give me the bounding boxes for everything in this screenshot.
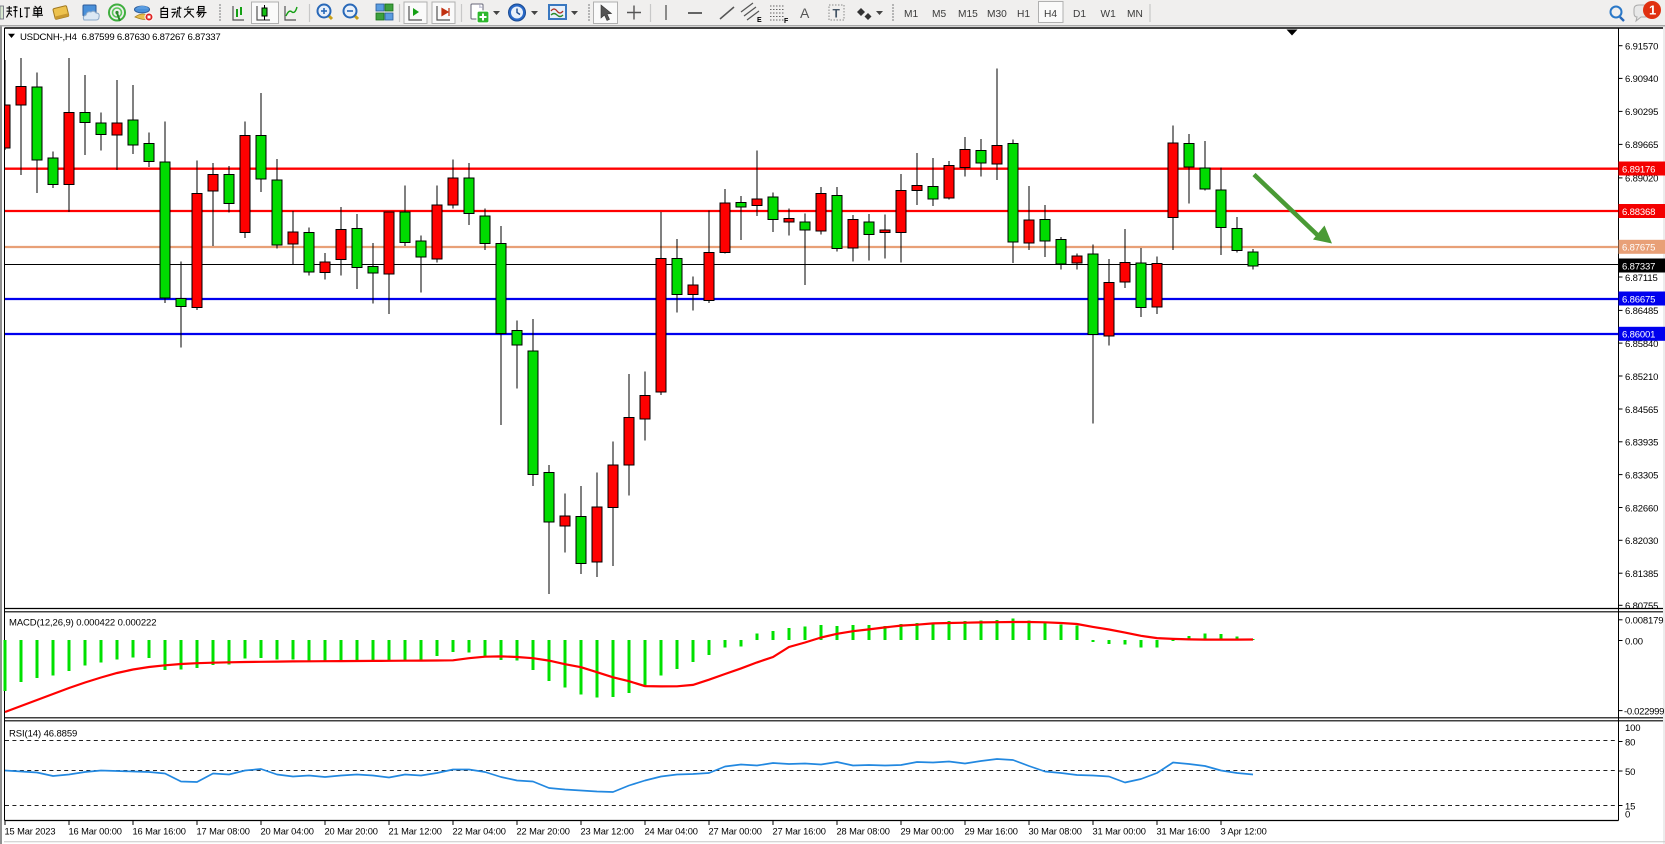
svg-text:-0.022999: -0.022999 <box>1624 706 1664 717</box>
svg-text:27 Mar 16:00: 27 Mar 16:00 <box>773 827 826 837</box>
svg-text:T: T <box>833 7 841 21</box>
svg-text:6.90295: 6.90295 <box>1625 107 1658 118</box>
svg-text:6.86485: 6.86485 <box>1625 306 1658 317</box>
svg-text:0: 0 <box>1625 809 1630 820</box>
svg-text:80: 80 <box>1625 737 1635 748</box>
svg-text:6.89665: 6.89665 <box>1625 140 1658 151</box>
svg-text:31 Mar 00:00: 31 Mar 00:00 <box>1093 827 1146 837</box>
svg-text:6.80755: 6.80755 <box>1625 601 1658 612</box>
svg-text:6.86001: 6.86001 <box>1622 330 1655 341</box>
svg-text:USDCNH-,H4 6.87599 6.87630 6.: USDCNH-,H4 6.87599 6.87630 6.87267 6.873… <box>20 32 220 43</box>
svg-text:15: 15 <box>1625 801 1635 812</box>
svg-text:6.91570: 6.91570 <box>1625 42 1658 53</box>
svg-text:22 Mar 20:00: 22 Mar 20:00 <box>517 827 570 837</box>
svg-text:22 Mar 04:00: 22 Mar 04:00 <box>453 827 506 837</box>
svg-text:50: 50 <box>1625 767 1635 778</box>
svg-text:6.87337: 6.87337 <box>1622 261 1655 272</box>
svg-text:28 Mar 08:00: 28 Mar 08:00 <box>837 827 890 837</box>
svg-text:6.87675: 6.87675 <box>1622 243 1655 254</box>
svg-text:6.86675: 6.86675 <box>1622 294 1655 305</box>
svg-text:D1: D1 <box>1073 9 1086 20</box>
svg-text:6.81385: 6.81385 <box>1625 569 1658 580</box>
svg-text:F: F <box>784 18 789 25</box>
svg-text:MN: MN <box>1127 9 1143 20</box>
svg-text:17 Mar 08:00: 17 Mar 08:00 <box>197 827 250 837</box>
svg-text:6.85210: 6.85210 <box>1625 372 1658 383</box>
svg-text:M5: M5 <box>932 9 946 20</box>
svg-text:29 Mar 16:00: 29 Mar 16:00 <box>965 827 1018 837</box>
svg-text:0.00: 0.00 <box>1625 636 1643 647</box>
svg-text:W1: W1 <box>1101 9 1117 20</box>
svg-text:27 Mar 00:00: 27 Mar 00:00 <box>709 827 762 837</box>
svg-text:A: A <box>800 5 810 21</box>
svg-text:6.84565: 6.84565 <box>1625 405 1658 416</box>
svg-text:6.82660: 6.82660 <box>1625 503 1658 514</box>
svg-text:20 Mar 20:00: 20 Mar 20:00 <box>325 827 378 837</box>
svg-text:21 Mar 12:00: 21 Mar 12:00 <box>389 827 442 837</box>
svg-text:16 Mar 00:00: 16 Mar 00:00 <box>69 827 122 837</box>
svg-text:M1: M1 <box>904 9 918 20</box>
svg-text:6.90940: 6.90940 <box>1625 74 1658 85</box>
svg-text:15 Mar 2023: 15 Mar 2023 <box>5 827 56 837</box>
svg-text:29 Mar 00:00: 29 Mar 00:00 <box>901 827 954 837</box>
svg-text:6.83305: 6.83305 <box>1625 470 1658 481</box>
svg-text:23 Mar 12:00: 23 Mar 12:00 <box>581 827 634 837</box>
svg-text:16 Mar 16:00: 16 Mar 16:00 <box>133 827 186 837</box>
svg-text:3 Apr 12:00: 3 Apr 12:00 <box>1221 827 1267 837</box>
svg-text:30 Mar 08:00: 30 Mar 08:00 <box>1029 827 1082 837</box>
svg-text:31 Mar 16:00: 31 Mar 16:00 <box>1157 827 1210 837</box>
svg-text:M15: M15 <box>958 9 978 20</box>
svg-text:RSI(14) 46.8859: RSI(14) 46.8859 <box>9 729 77 740</box>
svg-text:24 Mar 04:00: 24 Mar 04:00 <box>645 827 698 837</box>
svg-text:6.82030: 6.82030 <box>1625 536 1658 547</box>
svg-text:H1: H1 <box>1017 9 1030 20</box>
svg-text:6.89020: 6.89020 <box>1625 174 1658 185</box>
svg-text:MACD(12,26,9) 0.000422 0.00022: MACD(12,26,9) 0.000422 0.000222 <box>9 618 156 629</box>
svg-text:6.89176: 6.89176 <box>1622 164 1655 175</box>
svg-text:0.008179: 0.008179 <box>1625 616 1663 627</box>
svg-text:100: 100 <box>1625 723 1640 734</box>
svg-text:6.83935: 6.83935 <box>1625 438 1658 449</box>
svg-text:H4: H4 <box>1044 9 1057 20</box>
svg-text:M30: M30 <box>987 9 1007 20</box>
svg-text:E: E <box>757 17 762 24</box>
svg-text:6.85840: 6.85840 <box>1625 339 1658 350</box>
svg-text:6.87115: 6.87115 <box>1625 273 1658 284</box>
svg-text:20 Mar 04:00: 20 Mar 04:00 <box>261 827 314 837</box>
svg-text:6.88368: 6.88368 <box>1622 207 1655 218</box>
svg-text:1: 1 <box>1649 3 1656 18</box>
